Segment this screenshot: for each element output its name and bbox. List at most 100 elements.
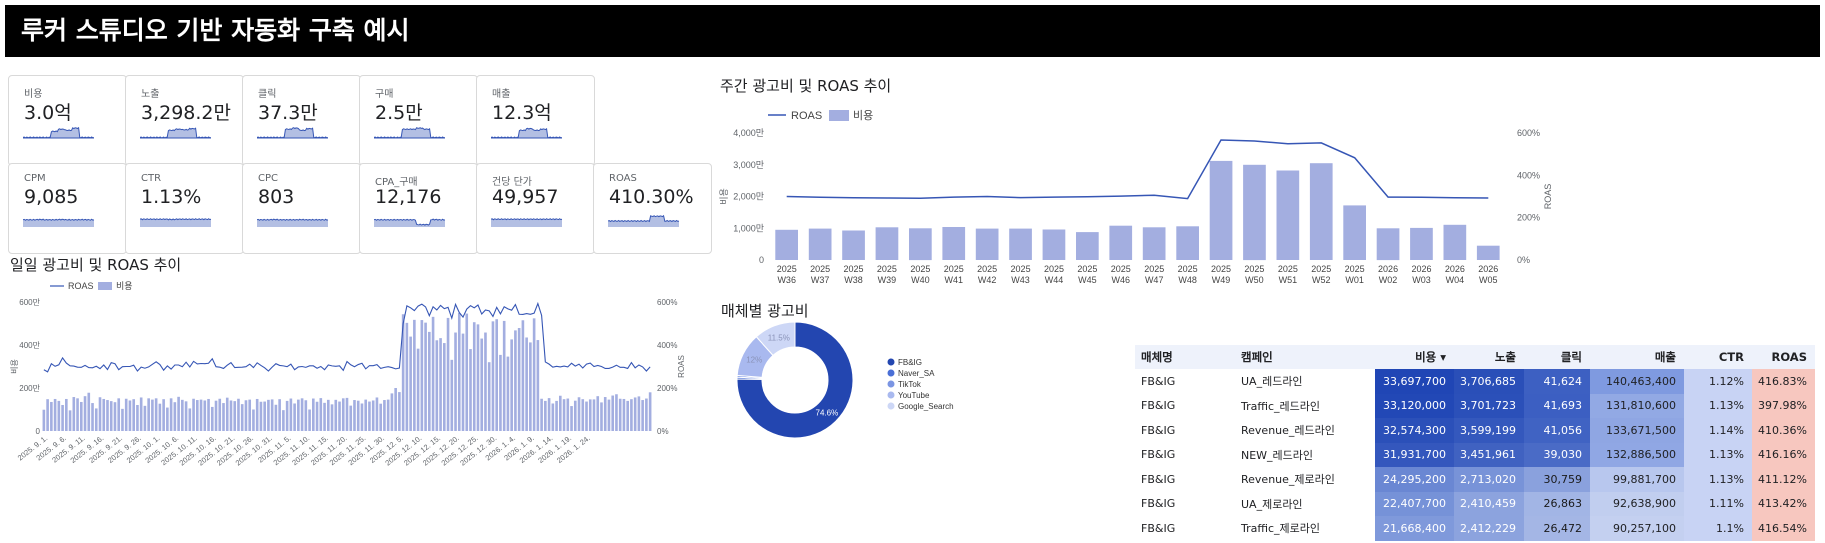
table-column-header[interactable]: 노출: [1454, 345, 1524, 369]
daily-cost-bar: [555, 400, 558, 431]
x-tick-year: 2026: [1378, 264, 1398, 274]
table-cell: 1.1%: [1684, 516, 1752, 541]
kpi-sparkline-area: [23, 219, 94, 227]
donut-legend-label: YouTube: [898, 391, 930, 400]
kpi-sparkline: [374, 127, 446, 139]
daily-cost-bar: [158, 403, 162, 431]
daily-cost-bar: [457, 312, 461, 431]
table-cell: 3,451,961: [1454, 442, 1524, 467]
table-row: FB&IG Traffic_제로라인 21,668,400 2,412,229 26,4…: [1135, 516, 1815, 541]
table-cell: Traffic_제로라인: [1235, 516, 1375, 541]
table-column-header[interactable]: 매체명: [1135, 345, 1235, 369]
daily-cost-bar: [398, 392, 401, 431]
table-column-header[interactable]: CTR: [1684, 345, 1752, 369]
kpi-label: 비용: [24, 89, 43, 100]
daily-cost-bar: [162, 399, 165, 431]
kpi-sparkline: [608, 214, 680, 227]
daily-cost-bar: [345, 397, 349, 431]
table-column-header[interactable]: ROAS: [1752, 345, 1815, 369]
daily-cost-bar: [648, 392, 652, 431]
daily-cost-bar: [544, 400, 547, 431]
daily-cost-bar: [304, 400, 308, 431]
daily-cost-bar: [637, 396, 641, 431]
kpi-sparkline-line: [491, 218, 563, 221]
kpi-sparkline: [374, 218, 446, 227]
weekly-cost-bar: [1243, 164, 1266, 261]
kpi-sparkline: [140, 127, 212, 139]
kpi-label: 건당 단가: [492, 177, 532, 188]
daily-cost-bar: [551, 403, 555, 431]
daily-cost-bar: [87, 392, 91, 431]
table-row: FB&IG Traffic_레드라인 33,120,000 3,701,723 41,6…: [1135, 393, 1815, 418]
table-cell: 92,638,900: [1590, 491, 1684, 516]
table-cell: FB&IG: [1135, 516, 1235, 541]
daily-cost-bar: [225, 397, 229, 431]
x-tick-year: 2025: [1011, 264, 1031, 274]
weekly-cost-bar: [1276, 170, 1300, 260]
daily-cost-bar: [188, 408, 192, 431]
x-tick-year: 2025: [977, 264, 997, 274]
table-cell: 99,881,700: [1590, 467, 1684, 492]
daily-cost-bar: [592, 399, 596, 431]
daily-cost-bar: [94, 408, 98, 431]
table-cell: 90,257,100: [1590, 516, 1684, 541]
daily-cost-bar: [517, 328, 521, 431]
daily-cost-bar: [633, 397, 637, 431]
table-cell: 413.42%: [1752, 491, 1815, 516]
x-tick-year: 2025: [1077, 264, 1097, 274]
kpi-sparkline-area: [140, 128, 211, 138]
weekly-cost-bar: [1042, 229, 1066, 260]
daily-cost-bar: [386, 399, 390, 431]
x-tick-year: 2025: [1244, 264, 1264, 274]
table-row: FB&IG Revenue_레드라인 32,574,300 3,599,199 41,0…: [1135, 418, 1815, 443]
daily-cost-bar: [210, 406, 214, 431]
table-cell: 33,120,000: [1375, 393, 1454, 418]
daily-cost-bar: [315, 401, 319, 431]
daily-cost-bar: [192, 398, 195, 431]
table-column-header[interactable]: 클릭: [1524, 345, 1590, 369]
table-column-header[interactable]: 매출: [1590, 345, 1684, 369]
daily-cost-bar: [222, 403, 225, 431]
daily-cost-bar: [525, 337, 528, 431]
legend-cost-label: 비용: [116, 281, 133, 291]
table-cell: 26,472: [1524, 516, 1590, 541]
donut-legend-label: Naver_SA: [898, 369, 935, 378]
x-tick-week: W05: [1479, 275, 1498, 285]
y-right-tick: 400%: [657, 341, 677, 350]
table-column-header[interactable]: 캠페인: [1235, 345, 1375, 369]
table-row: FB&IG NEW_레드라인 31,931,700 3,451,961 39,030 13…: [1135, 442, 1815, 467]
table-column-header[interactable]: 비용 ▾: [1375, 345, 1454, 369]
x-tick-week: W50: [1245, 275, 1264, 285]
daily-cost-bar: [416, 348, 420, 431]
x-tick-year: 2026: [1411, 264, 1431, 274]
legend-cost-swatch: [829, 110, 849, 121]
media-cost-donut: 74.6% 12% 11.5% FB&IG Naver_SA TikTok YouTube G…: [736, 321, 954, 439]
x-tick-year: 2025: [1111, 264, 1131, 274]
weekly-cost-bar: [909, 228, 932, 261]
legend-cost-swatch: [98, 282, 112, 290]
donut-chart-title: 매체별 광고비: [721, 302, 809, 320]
donut-legend-label: Google_Search: [898, 402, 954, 411]
table-cell: 416.16%: [1752, 442, 1815, 467]
y-left-tick: 3,000만: [733, 160, 764, 170]
y-right-tick: 200%: [1517, 213, 1540, 223]
table-cell: 3,706,685: [1454, 369, 1524, 394]
table-cell: 30,759: [1524, 467, 1590, 492]
daily-cost-bar: [76, 398, 79, 431]
daily-cost-bar: [173, 402, 177, 431]
table-cell: 1.13%: [1684, 442, 1752, 467]
daily-cost-bar: [46, 399, 49, 431]
daily-cost-bar: [106, 400, 109, 431]
daily-cost-bar: [248, 399, 252, 431]
daily-cost-bar: [379, 403, 382, 431]
daily-roas-line: [43, 301, 651, 373]
daily-cost-bar: [330, 404, 334, 431]
daily-cost-bar: [117, 398, 121, 431]
daily-cost-bar: [364, 399, 368, 431]
daily-cost-bar: [297, 399, 300, 431]
x-tick-week: W43: [1011, 275, 1030, 285]
daily-cost-bar: [581, 399, 585, 431]
daily-cost-bar: [113, 402, 117, 431]
daily-cost-bar: [600, 402, 603, 431]
daily-cost-bar: [431, 316, 435, 431]
